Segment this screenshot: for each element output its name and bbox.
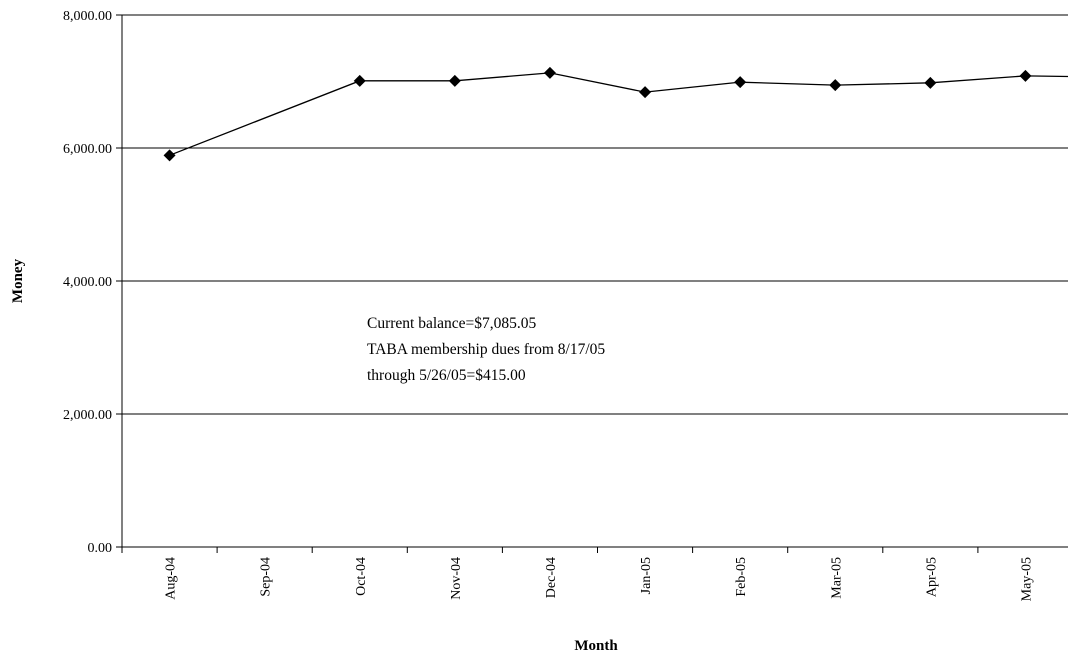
x-axis: Aug-04 Sep-04 Oct-04 Nov-04 Dec-04 Jan-05 Feb-… bbox=[121, 546, 1068, 601]
series-money bbox=[163, 66, 1068, 162]
x-tick-label: Aug-04 bbox=[164, 557, 179, 600]
data-point-Dec-04 bbox=[543, 66, 556, 79]
annotation-text: Current balance=$7,085.05 TABA membershi… bbox=[367, 315, 605, 384]
x-axis-title: Month bbox=[574, 638, 618, 654]
annotation-line-2: TABA membership dues from 8/17/05 bbox=[367, 341, 605, 358]
annotation-line-3: through 5/26/05=$415.00 bbox=[367, 367, 526, 384]
y-axis: 0.00 2,000.00 4,000.00 6,000.00 8,000.00 bbox=[63, 9, 123, 556]
x-tick-label: Mar-05 bbox=[829, 557, 844, 599]
data-point-Jan-05 bbox=[639, 86, 652, 99]
x-tick-label: Feb-05 bbox=[734, 557, 749, 597]
data-point-Mar-05 bbox=[829, 79, 842, 92]
series-line bbox=[169, 72, 1068, 156]
data-point-Aug-04 bbox=[163, 149, 176, 162]
y-tick-label: 8,000.00 bbox=[63, 9, 112, 24]
x-tick-label: Apr-05 bbox=[924, 557, 939, 597]
data-point-Oct-04 bbox=[353, 74, 366, 87]
data-point-Apr-05 bbox=[924, 76, 937, 89]
x-tick-label: Nov-04 bbox=[449, 557, 464, 600]
data-point-Nov-04 bbox=[448, 74, 461, 87]
x-tick-label: Sep-04 bbox=[259, 557, 274, 597]
y-tick-label: 2,000.00 bbox=[63, 408, 112, 423]
annotation-line-1: Current balance=$7,085.05 bbox=[367, 315, 537, 332]
data-point-Feb-05 bbox=[734, 76, 747, 89]
data-point-May-05 bbox=[1019, 69, 1032, 82]
x-tick-label: Oct-04 bbox=[354, 557, 369, 596]
x-tick-label: Dec-04 bbox=[544, 557, 559, 598]
x-tick-label: May-05 bbox=[1019, 557, 1034, 601]
x-tick-label: Jan-05 bbox=[639, 557, 654, 594]
y-tick-label: 4,000.00 bbox=[63, 275, 112, 290]
y-tick-label: 6,000.00 bbox=[63, 142, 112, 157]
y-tick-label: 0.00 bbox=[88, 541, 113, 556]
grid-lines bbox=[122, 14, 1068, 415]
y-axis-title: Money bbox=[10, 258, 26, 303]
